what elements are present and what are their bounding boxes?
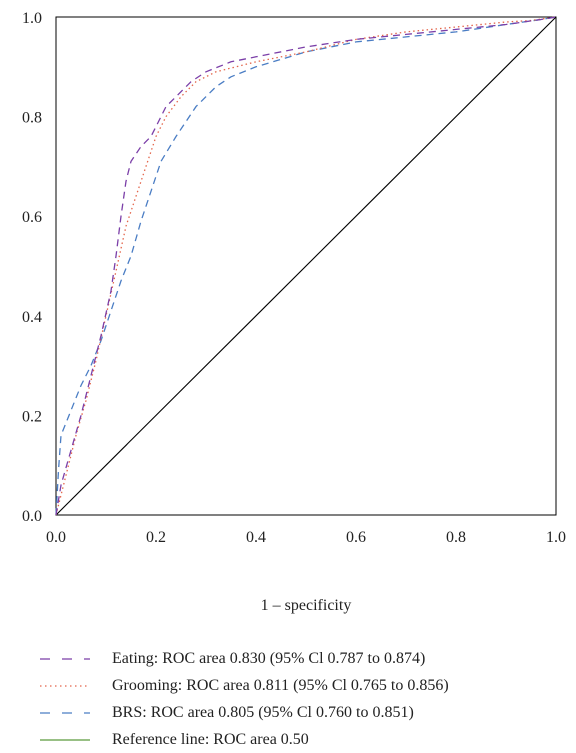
legend-item-grooming: Grooming: ROC area 0.811 (95% Cl 0.765 t…: [40, 672, 449, 699]
legend-swatch-grooming: [40, 684, 90, 687]
legend-label-grooming: Grooming: ROC area 0.811 (95% Cl 0.765 t…: [112, 676, 449, 694]
y-tick-label: 1.0: [22, 10, 42, 27]
legend-item-reference: Reference line: ROC area 0.50: [40, 726, 449, 753]
legend-swatch-eating: [40, 657, 90, 660]
y-tick-label: 0.4: [22, 309, 42, 326]
legend-swatch-brs: [40, 711, 90, 714]
y-tick-label: 0.0: [22, 508, 42, 525]
grooming-roc-curve: [55, 16, 557, 516]
reference-line: [55, 16, 557, 516]
roc-chart: 0.0 0.2 0.4 0.6 0.8 1.0 0.0 0.2 0.4 0.6 0.8 1.0 1 …: [22, 10, 566, 614]
series-layer: [55, 16, 557, 516]
eating-roc-curve: [55, 16, 557, 516]
x-tick-label: 0.8: [446, 529, 466, 546]
legend-label-reference: Reference line: ROC area 0.50: [112, 730, 309, 748]
y-tick-label: 0.6: [22, 209, 42, 226]
y-tick-label: 0.2: [22, 408, 42, 425]
legend-item-eating: Eating: ROC area 0.830 (95% Cl 0.787 to …: [40, 645, 449, 672]
legend: Eating: ROC area 0.830 (95% Cl 0.787 to …: [40, 645, 449, 753]
y-tick-label: 0.8: [22, 110, 42, 127]
legend-item-brs: BRS: ROC area 0.805 (95% Cl 0.760 to 0.8…: [40, 699, 449, 726]
x-tick-label: 0.6: [346, 529, 366, 546]
x-tick-label: 1.0: [546, 529, 566, 546]
x-axis-label: 1 – specificity: [261, 597, 352, 614]
x-tick-labels: 0.0 0.2 0.4 0.6 0.8 1.0: [46, 529, 566, 546]
x-tick-label: 0.0: [46, 529, 66, 546]
legend-swatch-reference: [40, 738, 90, 741]
brs-roc-curve: [55, 16, 557, 516]
x-tick-label: 0.2: [146, 529, 166, 546]
legend-label-brs: BRS: ROC area 0.805 (95% Cl 0.760 to 0.8…: [112, 703, 414, 721]
y-tick-labels: 0.0 0.2 0.4 0.6 0.8 1.0: [22, 10, 42, 525]
x-tick-label: 0.4: [246, 529, 266, 546]
plot-frame: [55, 16, 557, 516]
legend-label-eating: Eating: ROC area 0.830 (95% Cl 0.787 to …: [112, 649, 426, 667]
